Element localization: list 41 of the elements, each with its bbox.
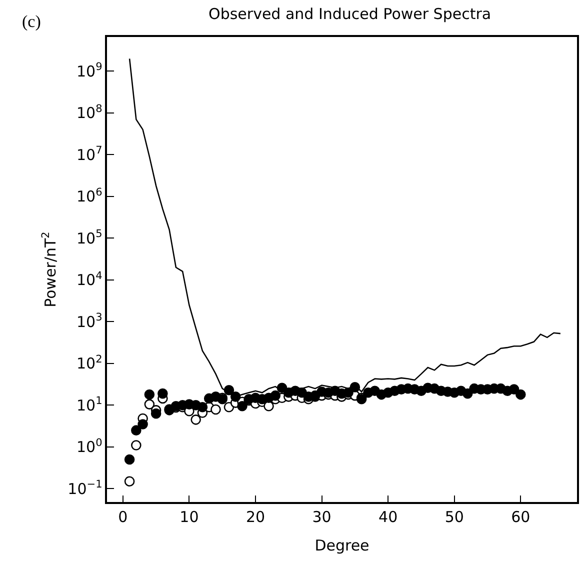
point	[124, 476, 135, 486]
point	[150, 408, 162, 419]
point	[270, 390, 281, 401]
y-tick-label: 10$^{3}$	[76, 312, 102, 331]
point	[190, 414, 201, 425]
point	[131, 440, 142, 450]
point	[131, 425, 142, 436]
chart-title: Observed and Induced Power Spectra	[208, 4, 492, 23]
point	[138, 419, 148, 430]
point	[144, 389, 155, 400]
point	[224, 384, 234, 396]
x-axis-title: Degree	[314, 536, 370, 554]
x-tick-label: 50	[444, 508, 464, 526]
y-tick-label: 10$^{6}$	[76, 186, 103, 206]
x-tick-label: 0	[118, 508, 128, 526]
y-tick-label: 10$^{7}$	[76, 144, 102, 164]
y-tick-label: 10$^{−1}$	[68, 478, 102, 498]
text: (c)	[22, 12, 41, 31]
y-tick-label: 10$^{8}$	[76, 102, 102, 122]
point	[158, 388, 168, 399]
point	[197, 402, 208, 412]
y-tick-label: 10$^{0}$	[76, 436, 102, 456]
point	[350, 382, 360, 392]
point	[462, 388, 473, 399]
y-tick-label: 10$^{4}$	[76, 270, 103, 290]
point	[124, 454, 135, 465]
x-tick-label: 30	[312, 508, 332, 526]
point	[237, 400, 248, 412]
x-tick-label: 40	[378, 508, 398, 526]
y-tick-label: 10$^{9}$	[76, 61, 102, 80]
x-tick-label: 20	[246, 508, 266, 526]
point	[508, 384, 520, 394]
y-tick-label: 10$^{2}$	[76, 353, 102, 373]
point	[516, 389, 526, 400]
x-tick-label: 60	[511, 508, 530, 526]
x-tick-label: 10	[180, 508, 199, 526]
y-tick-label: 10$^{5}$	[76, 228, 102, 248]
point	[230, 392, 241, 402]
point	[210, 404, 221, 415]
y-tick-label: 10$^{1}$	[76, 395, 102, 414]
point	[144, 399, 155, 410]
